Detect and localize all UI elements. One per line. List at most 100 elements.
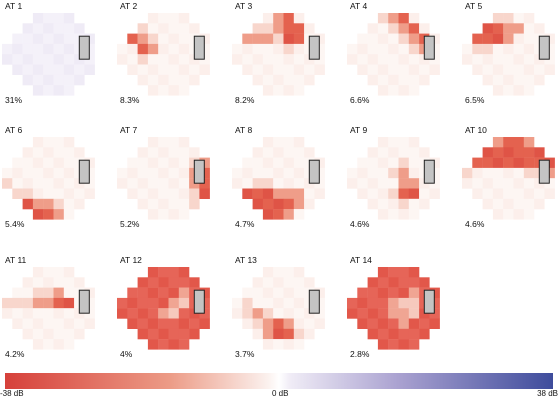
field-cell (482, 74, 494, 86)
field-cell (523, 13, 535, 24)
field-cell (398, 74, 409, 86)
field-cell (147, 209, 159, 220)
field-cell (283, 328, 294, 340)
field-cell (513, 33, 524, 45)
field-cell (367, 33, 379, 45)
field-cell (472, 178, 483, 189)
field-cell (137, 147, 149, 158)
field-cell (127, 157, 138, 169)
field-cell (377, 308, 389, 319)
field-cell (43, 33, 54, 45)
field-cell (168, 54, 179, 65)
colorbar-min-label: -38 dB (0, 389, 24, 398)
field-cell (189, 147, 200, 158)
field-cell (408, 64, 420, 75)
field-cell (398, 318, 409, 329)
field-cell (293, 339, 305, 350)
pattern-label: AT 5 (465, 1, 483, 11)
field-cell (273, 54, 284, 65)
field-cell (53, 339, 64, 350)
field-cell (74, 147, 85, 158)
field-cell (178, 13, 190, 24)
field-cell (168, 318, 179, 329)
field-map (462, 13, 555, 96)
field-cell (168, 13, 179, 24)
field-cell (503, 33, 514, 45)
field-cell (22, 23, 34, 34)
field-cell (388, 287, 399, 299)
pattern-label: AT 1 (5, 1, 23, 11)
field-cell (377, 54, 389, 65)
field-cell (43, 308, 54, 319)
field-cell (523, 74, 535, 86)
field-cell (367, 54, 379, 65)
field-cell (492, 33, 504, 45)
field-cell (357, 297, 368, 309)
field-cell (168, 328, 179, 340)
field-cell (262, 188, 274, 199)
field-cell (388, 54, 399, 65)
field-cell (84, 188, 95, 199)
field-cell (388, 178, 399, 189)
field-cell (388, 297, 399, 309)
field-cell (147, 137, 159, 148)
field-cell (242, 318, 253, 329)
field-cell (377, 13, 389, 24)
field-cell (189, 318, 200, 329)
field-cell (127, 64, 138, 75)
field-cell (43, 167, 54, 179)
field-cell (158, 137, 169, 148)
field-cell (178, 64, 190, 75)
field-cell (492, 209, 504, 220)
field-cell (147, 287, 159, 299)
field-cell (492, 64, 504, 75)
field-cell (398, 209, 409, 220)
field-cell (12, 167, 23, 179)
field-cell (137, 328, 149, 340)
field-cell (158, 74, 169, 86)
field-cell (273, 85, 284, 96)
field-cell (262, 178, 274, 189)
field-cell (472, 188, 483, 199)
field-cell (283, 267, 294, 278)
field-cell (53, 277, 64, 288)
field-cell (492, 147, 504, 158)
field-cell (513, 64, 524, 75)
field-cell (534, 198, 545, 210)
field-cell (63, 167, 75, 179)
field-cell (22, 74, 34, 86)
field-cell (513, 198, 524, 210)
field-cell (168, 167, 179, 179)
field-cell (32, 43, 44, 55)
field-cell (293, 287, 305, 299)
field-cell (252, 287, 264, 299)
field-cell (408, 137, 420, 148)
field-cell (513, 74, 524, 86)
field-cell (2, 308, 13, 319)
field-cell (482, 167, 494, 179)
field-cell (408, 318, 420, 329)
field-cell (232, 308, 243, 319)
field-cell (127, 54, 138, 65)
field-cell (63, 277, 75, 288)
field-cell (137, 178, 149, 189)
field-cell (513, 23, 524, 34)
pattern-percent: 4% (120, 349, 133, 359)
field-cell (32, 277, 44, 288)
field-cell (252, 23, 264, 34)
field-cell (293, 64, 305, 75)
field-cell (419, 198, 430, 210)
field-cell (32, 54, 44, 65)
field-cell (43, 85, 54, 96)
field-cell (63, 178, 75, 189)
field-cell (462, 43, 473, 55)
field-cell (273, 167, 284, 179)
field-cell (232, 43, 243, 55)
field-cell (283, 23, 294, 34)
field-cell (273, 33, 284, 45)
field-cell (252, 277, 264, 288)
field-cell (293, 167, 305, 179)
field-cell (367, 188, 379, 199)
field-cell (53, 287, 64, 299)
field-cell (63, 339, 75, 350)
